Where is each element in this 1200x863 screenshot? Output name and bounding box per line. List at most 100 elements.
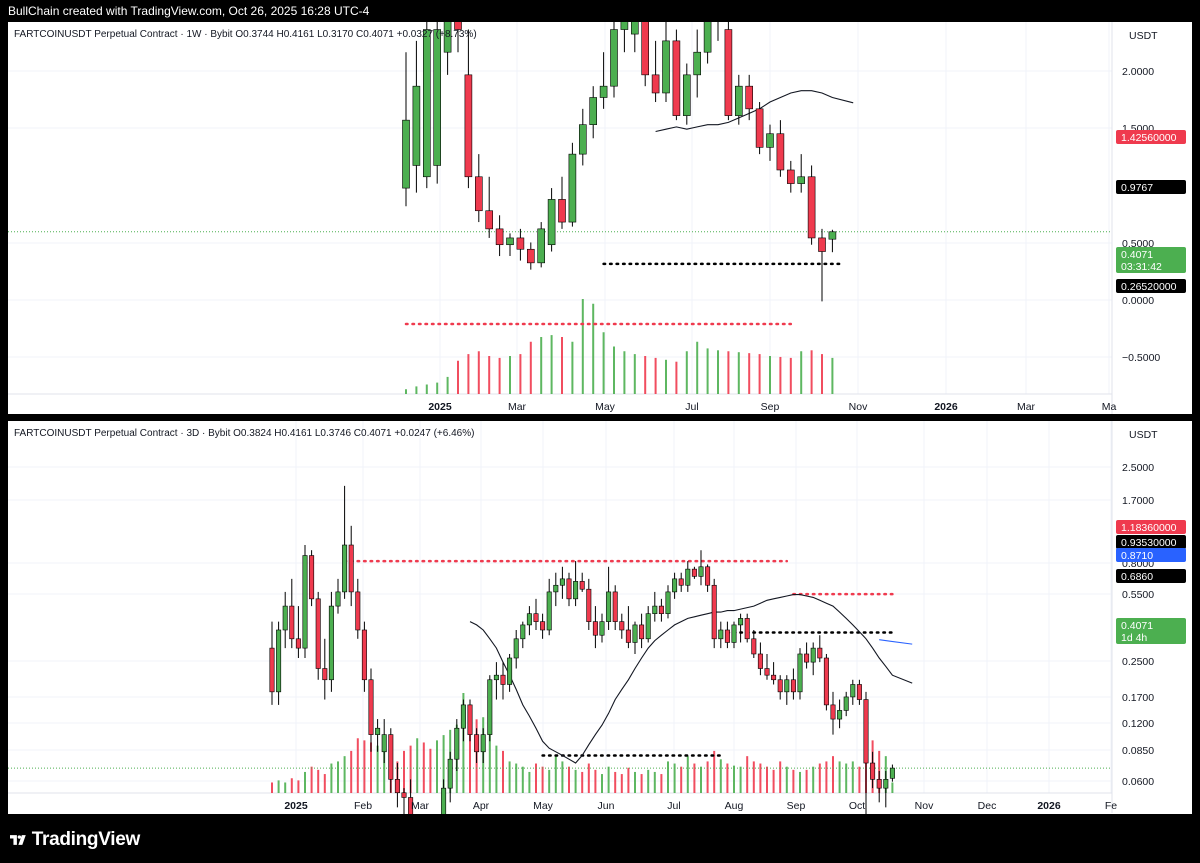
volume-bar bbox=[785, 766, 788, 793]
candle-down bbox=[786, 169, 795, 184]
candle-up bbox=[573, 581, 579, 600]
candle-down bbox=[315, 598, 321, 669]
volume-bar bbox=[805, 769, 808, 793]
candle-up bbox=[797, 653, 803, 693]
weekly-chart-panel[interactable]: FARTCOINUSDT Perpetual Contract · 1W · B… bbox=[8, 22, 1192, 414]
three-day-chart-panel[interactable]: FARTCOINUSDT Perpetual Contract · 3D · B… bbox=[8, 421, 1192, 814]
candle-down bbox=[401, 792, 407, 798]
candle-down bbox=[592, 621, 598, 636]
candle-down bbox=[388, 734, 394, 780]
volume-bar bbox=[737, 352, 740, 394]
volume-bar bbox=[416, 738, 419, 793]
candle-up bbox=[850, 684, 856, 698]
volume-bar bbox=[429, 748, 432, 793]
candle-up bbox=[487, 679, 493, 735]
candle-down bbox=[818, 237, 826, 252]
volume-bar bbox=[343, 756, 346, 793]
volume-bar bbox=[686, 756, 689, 793]
price-label-box bbox=[1116, 569, 1186, 583]
volume-bar bbox=[477, 351, 480, 394]
candle-down bbox=[651, 74, 660, 94]
volume-bar bbox=[772, 769, 775, 793]
volume-bar bbox=[675, 361, 678, 394]
candle-down bbox=[579, 581, 585, 590]
candle-down bbox=[295, 638, 301, 649]
volume-bar bbox=[779, 761, 782, 793]
price-label-text: 0.8710 bbox=[1121, 550, 1153, 562]
countdown-text: 03:31:42 bbox=[1121, 261, 1162, 273]
candle-up bbox=[734, 85, 743, 116]
volume-bar bbox=[601, 774, 603, 793]
price-label-text: 0.93530000 bbox=[1121, 537, 1177, 549]
volume-bar bbox=[769, 356, 771, 394]
volume-bar bbox=[405, 389, 407, 394]
volume-bar bbox=[425, 384, 428, 394]
candle-down bbox=[744, 618, 750, 640]
volume-bar bbox=[509, 356, 511, 394]
candle-up bbox=[645, 613, 651, 640]
candle-down bbox=[764, 668, 770, 676]
tradingview-logo[interactable]: TradingView bbox=[10, 827, 140, 853]
candle-up bbox=[480, 734, 486, 753]
volume-bar bbox=[758, 354, 761, 394]
candle-down bbox=[526, 248, 535, 264]
y-tick-label: 2.5000 bbox=[1122, 462, 1154, 474]
candle-down bbox=[485, 210, 494, 230]
candle-down bbox=[309, 555, 315, 600]
attribution-bar: BullChain created with TradingView.com, … bbox=[0, 0, 1200, 22]
volume-bar bbox=[548, 769, 551, 793]
y-tick-label: 0.5500 bbox=[1122, 589, 1154, 601]
candle-down bbox=[823, 657, 829, 706]
x-tick-label: Feb bbox=[354, 800, 372, 812]
candle-up bbox=[630, 22, 639, 35]
candle-up bbox=[402, 119, 410, 189]
candle-up bbox=[606, 591, 612, 622]
price-label-box bbox=[1116, 247, 1186, 273]
candle-down bbox=[566, 578, 572, 600]
candle-up bbox=[328, 605, 334, 681]
x-tick-label: Oct bbox=[849, 800, 865, 812]
volume-bar bbox=[831, 357, 834, 394]
candle-up bbox=[513, 638, 519, 659]
x-tick-label: Mar bbox=[1017, 401, 1036, 413]
candle-up bbox=[282, 605, 288, 631]
volume-bar bbox=[350, 750, 353, 793]
volume-bar bbox=[700, 766, 702, 793]
volume-bar bbox=[304, 771, 306, 793]
price-label-box bbox=[1116, 520, 1186, 534]
candle-up bbox=[889, 767, 895, 779]
candle-up bbox=[698, 566, 704, 577]
x-tick-label: May bbox=[595, 401, 616, 413]
candle-up bbox=[381, 734, 387, 753]
candle-up bbox=[738, 618, 744, 626]
y-tick-label: 2.0000 bbox=[1122, 66, 1154, 78]
candle-up bbox=[810, 647, 816, 663]
y-tick-label: 0.1200 bbox=[1122, 718, 1154, 730]
volume-bar bbox=[488, 356, 491, 394]
candle-down bbox=[586, 588, 592, 622]
volume-bar bbox=[766, 766, 768, 793]
y-tick-label: 0.0000 bbox=[1122, 295, 1154, 307]
footer: TradingView bbox=[0, 815, 1200, 863]
candle-down bbox=[495, 228, 504, 246]
volume-bar bbox=[508, 761, 511, 793]
candle-down bbox=[289, 605, 295, 640]
volume-bar bbox=[845, 763, 848, 793]
candle-up bbox=[546, 591, 552, 631]
volume-bar bbox=[818, 763, 821, 793]
candle-up bbox=[493, 674, 499, 681]
three-day-chart[interactable]: FARTCOINUSDT Perpetual Contract · 3D · B… bbox=[8, 421, 1192, 814]
volume-bar bbox=[446, 376, 449, 394]
candle-up bbox=[568, 153, 577, 223]
volume-bar bbox=[515, 763, 518, 793]
volume-bar bbox=[789, 357, 792, 394]
volume-bar bbox=[620, 774, 623, 793]
x-tick-label: Apr bbox=[473, 800, 490, 812]
weekly-chart[interactable]: FARTCOINUSDT Perpetual Contract · 1W · B… bbox=[8, 22, 1192, 414]
candle-down bbox=[641, 22, 650, 76]
price-label-box bbox=[1116, 618, 1186, 644]
x-tick-label: 2026 bbox=[1037, 800, 1061, 812]
candle-down bbox=[691, 568, 697, 577]
volume-bar bbox=[529, 341, 532, 394]
y-tick-label: 0.2500 bbox=[1122, 656, 1154, 668]
